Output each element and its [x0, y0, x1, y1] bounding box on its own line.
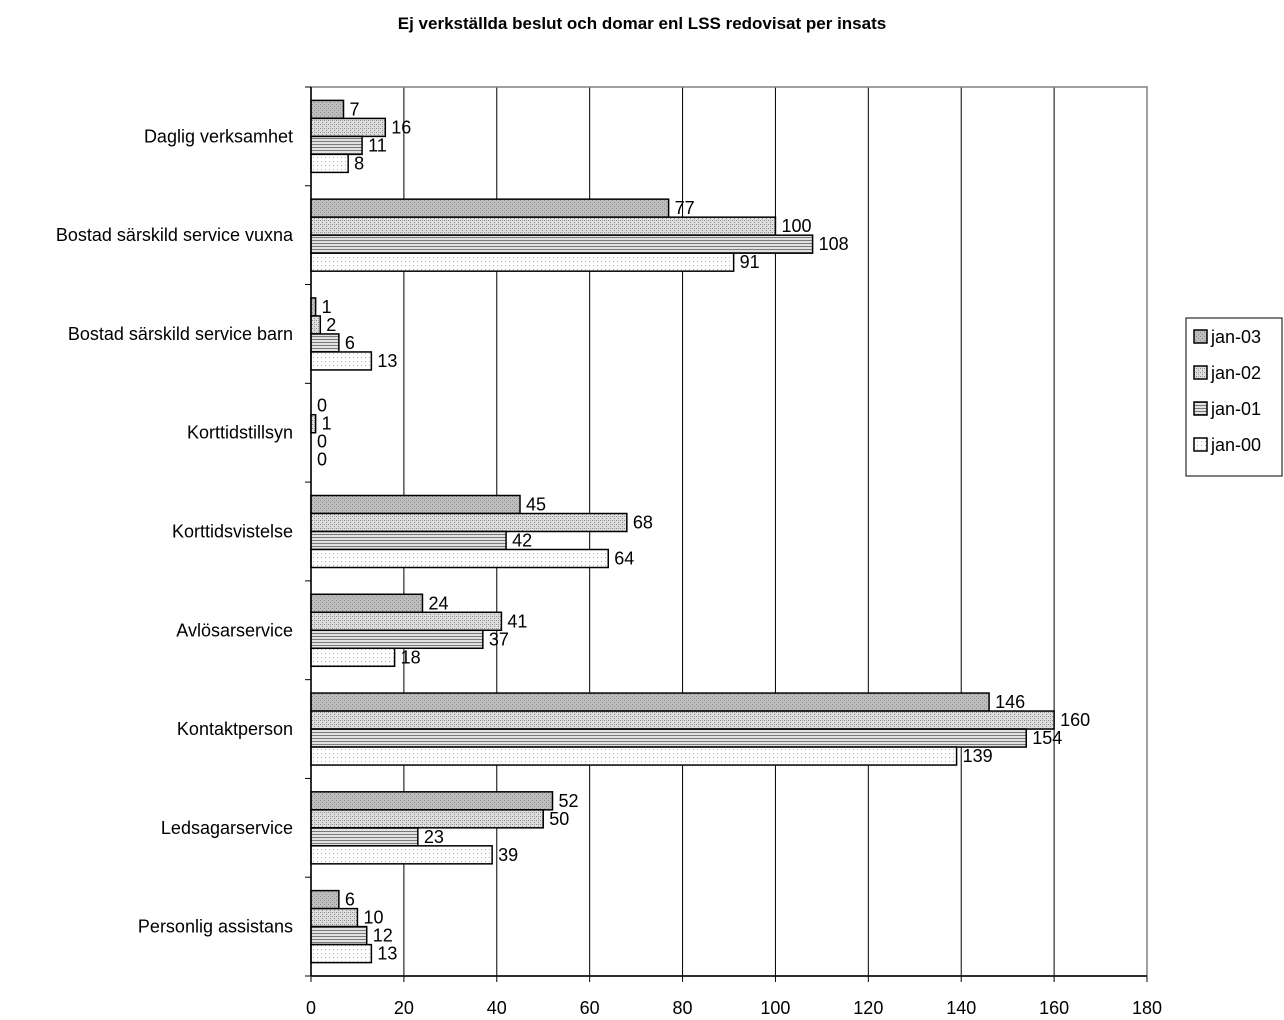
x-tick-label: 60 — [580, 998, 600, 1018]
category-label: Korttidstillsyn — [187, 423, 293, 443]
legend-label: jan-02 — [1210, 363, 1261, 383]
x-tick-label: 120 — [853, 998, 883, 1018]
bar-jan-00 — [310, 548, 609, 569]
data-label: 16 — [391, 117, 411, 137]
data-label: 13 — [377, 944, 397, 964]
bar-jan-03 — [310, 198, 670, 218]
category-label: Bostad särskild service vuxna — [56, 225, 294, 245]
bar-jan-01 — [310, 530, 507, 551]
data-label: 146 — [995, 692, 1025, 712]
data-label: 108 — [819, 234, 849, 254]
data-label: 42 — [512, 531, 532, 551]
bar-jan-02 — [310, 907, 359, 928]
legend-label: jan-03 — [1210, 327, 1261, 347]
x-tick-label: 160 — [1039, 998, 1069, 1018]
data-label: 1 — [322, 297, 332, 317]
bar-jan-01 — [310, 135, 363, 156]
legend-swatch — [1193, 437, 1208, 452]
data-label: 64 — [614, 549, 634, 569]
data-label: 37 — [489, 629, 509, 649]
bar-jan-02 — [310, 216, 777, 236]
data-label: 45 — [526, 495, 546, 515]
bar-jan-01 — [310, 333, 340, 353]
bar-jan-03 — [310, 593, 424, 614]
bar-jan-01 — [310, 728, 1027, 748]
bar-jan-03 — [310, 791, 554, 811]
bar-jan-00 — [310, 845, 493, 865]
data-label: 52 — [559, 791, 579, 811]
legend-swatch — [1193, 401, 1208, 416]
x-tick-label: 140 — [946, 998, 976, 1018]
data-label: 11 — [368, 135, 387, 155]
category-label: Avlösarservice — [176, 620, 293, 640]
bar-jan-03 — [310, 692, 990, 712]
data-label: 8 — [354, 153, 364, 173]
data-label: 41 — [507, 611, 527, 631]
bar-jan-02 — [310, 117, 387, 138]
bar-jan-00 — [310, 943, 373, 964]
data-label: 18 — [401, 647, 421, 667]
bar-jan-02 — [310, 315, 322, 335]
category-label: Kontaktperson — [177, 719, 293, 739]
data-label: 154 — [1032, 728, 1062, 748]
category-label: Korttidsvistelse — [172, 522, 293, 542]
data-label: 100 — [781, 216, 811, 236]
bar-jan-00 — [310, 746, 958, 766]
x-tick-label: 20 — [394, 998, 414, 1018]
bar-jan-01 — [310, 827, 419, 847]
data-label: 12 — [373, 926, 393, 946]
category-label: Personlig assistans — [138, 917, 293, 937]
bar-jan-02 — [310, 512, 628, 533]
data-label: 13 — [377, 351, 397, 371]
data-label: 1 — [322, 414, 332, 434]
data-label: 68 — [633, 513, 653, 533]
data-label: 0 — [317, 450, 327, 470]
bar-jan-03 — [310, 889, 340, 910]
category-label: Daglig verksamhet — [144, 126, 293, 146]
x-tick-label: 180 — [1132, 998, 1162, 1018]
data-label: 2 — [326, 315, 336, 335]
x-tick-label: 0 — [306, 998, 316, 1018]
data-label: 10 — [363, 908, 383, 928]
bar-jan-03 — [310, 494, 521, 515]
data-label: 7 — [350, 99, 360, 119]
bar-jan-00 — [310, 252, 735, 272]
data-label: 0 — [317, 396, 327, 416]
chart-title: Ej verkställda beslut och domar enl LSS … — [397, 14, 887, 33]
data-label: 91 — [740, 252, 760, 272]
bar-jan-00 — [310, 351, 373, 371]
data-label: 23 — [424, 827, 444, 847]
data-label: 160 — [1060, 710, 1090, 730]
bar-jan-02 — [310, 710, 1055, 730]
bar-jan-02 — [310, 809, 544, 829]
bar-jan-01 — [310, 629, 484, 650]
bar-jan-03 — [310, 99, 345, 120]
data-label: 50 — [549, 809, 569, 829]
bar-jan-00 — [310, 153, 349, 174]
category-label: Ledsagarservice — [161, 818, 293, 838]
data-label: 6 — [345, 890, 355, 910]
bar-jan-01 — [310, 925, 368, 946]
legend-swatch — [1193, 365, 1208, 380]
x-tick-label: 100 — [760, 998, 790, 1018]
legend-swatch — [1193, 329, 1208, 344]
bar-jan-02 — [310, 611, 503, 632]
legend-label: jan-01 — [1210, 399, 1261, 419]
data-label: 139 — [963, 746, 993, 766]
bar-jan-00 — [310, 647, 396, 668]
legend-label: jan-00 — [1210, 435, 1261, 455]
category-label: Bostad särskild service barn — [68, 324, 293, 344]
data-label: 39 — [498, 845, 518, 865]
x-tick-label: 40 — [487, 998, 507, 1018]
data-label: 24 — [428, 593, 448, 613]
bar-jan-01 — [310, 234, 814, 254]
data-label: 77 — [675, 198, 695, 218]
data-label: 6 — [345, 333, 355, 353]
x-tick-label: 80 — [673, 998, 693, 1018]
data-label: 0 — [317, 432, 327, 452]
